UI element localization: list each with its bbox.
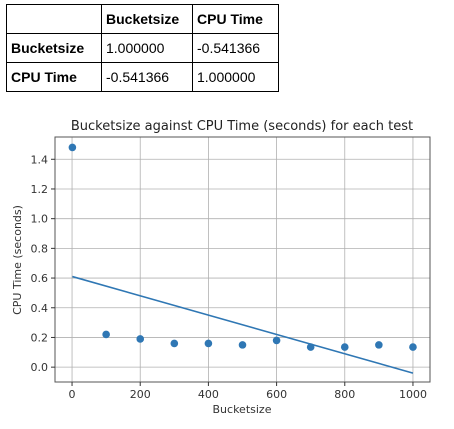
- y-tick-label: 1.4: [31, 153, 49, 166]
- x-tick-label: 800: [334, 388, 355, 401]
- data-point: [136, 335, 145, 343]
- table-cell: 1.000000: [101, 33, 193, 63]
- table-header-row: Bucketsize CPU Time: [6, 4, 279, 34]
- y-tick-label: 0.4: [31, 302, 49, 315]
- table-row: Bucketsize 1.000000 -0.541366: [6, 33, 279, 63]
- data-point: [272, 336, 281, 345]
- fit-line-layer: [72, 275, 414, 374]
- data-point: [238, 341, 247, 349]
- table-corner-cell: [6, 4, 102, 34]
- x-tick-label: 0: [69, 388, 76, 401]
- x-tick-label: 600: [266, 388, 287, 401]
- column-header-bucketsize: Bucketsize: [101, 4, 193, 34]
- data-point: [340, 343, 349, 351]
- data-point: [170, 339, 179, 348]
- x-tick-label: 1000: [399, 388, 427, 401]
- table-cell: 1.000000: [192, 62, 279, 92]
- y-tick-label: 0.6: [31, 272, 49, 285]
- table-cell: -0.541366: [192, 33, 279, 63]
- grid-layer: [55, 137, 430, 382]
- row-header-bucketsize: Bucketsize: [6, 33, 102, 63]
- scatter-chart: Bucketsize against CPU Time (seconds) fo…: [11, 119, 431, 416]
- row-header-cpu-time: CPU Time: [6, 62, 102, 92]
- y-tick-label: 0.0: [31, 361, 49, 374]
- y-tick-label: 1.0: [31, 213, 49, 226]
- tick-layer: 0 200 400 600 800 1000 0.0 0.2 0.4 0.6 0.8 1.0 1.2 1.…: [31, 153, 427, 401]
- plot-frame: [54, 136, 431, 383]
- x-tick-label: 200: [130, 388, 151, 401]
- y-tick-label: 0.8: [31, 242, 49, 255]
- data-point: [102, 330, 110, 339]
- y-axis-label: CPU Time (seconds): [11, 205, 24, 315]
- table-cell: -0.541366: [101, 62, 193, 92]
- regression-line: [72, 275, 414, 374]
- data-point: [409, 343, 417, 351]
- correlation-table: Bucketsize CPU Time Bucketsize 1.000000 …: [6, 4, 279, 92]
- data-point: [204, 339, 213, 348]
- data-point: [375, 341, 383, 349]
- column-header-cpu-time: CPU Time: [192, 4, 279, 34]
- x-tick-label: 400: [198, 388, 219, 401]
- y-tick-label: 1.2: [31, 183, 49, 196]
- table-row: CPU Time -0.541366 1.000000: [6, 62, 279, 92]
- point-layer: [68, 143, 417, 351]
- x-axis-label: Bucketsize: [213, 403, 272, 416]
- data-point: [306, 343, 315, 351]
- y-tick-label: 0.2: [31, 331, 49, 344]
- chart-title: Bucketsize against CPU Time (seconds) fo…: [71, 119, 413, 134]
- data-point: [68, 143, 77, 152]
